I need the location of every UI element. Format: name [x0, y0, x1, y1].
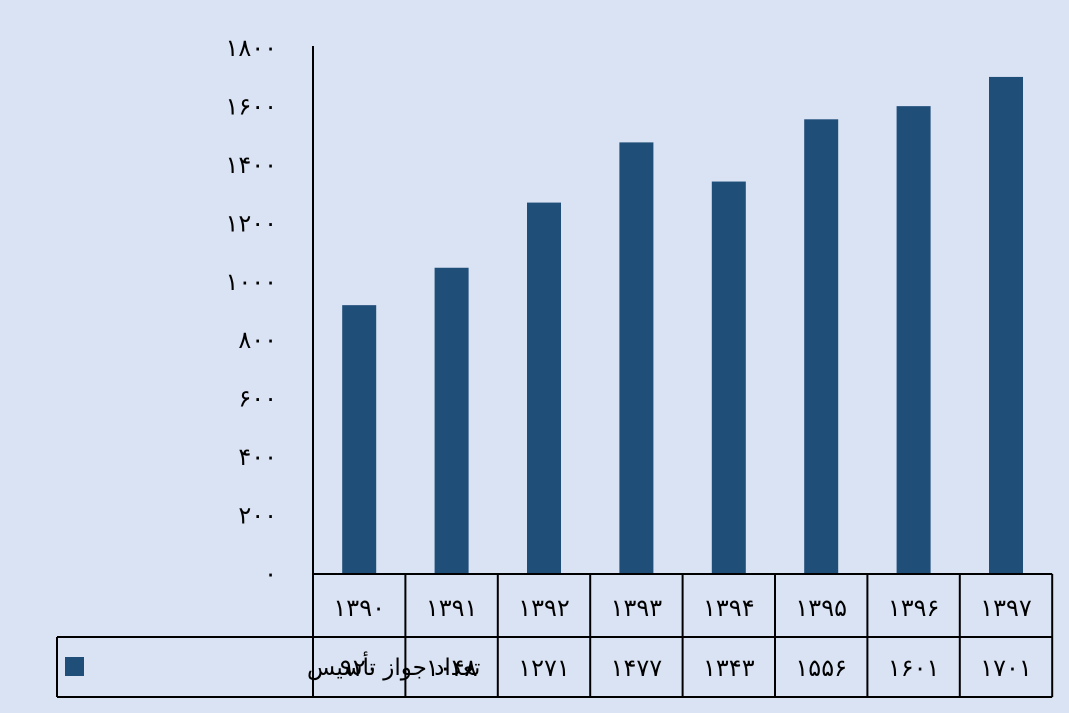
- y-tick-label: ۰: [264, 560, 277, 588]
- x-tick-label: ۱۳۹۷: [980, 594, 1032, 622]
- data-label: ۱۲۷۱: [518, 654, 570, 682]
- y-tick-label: ۲۰۰: [238, 502, 277, 530]
- y-axis: ۰ ۲۰۰ ۴۰۰ ۶۰۰ ۸۰۰ ۱۰۰۰ ۱۲۰۰ ۱۴۰۰ ۱۶۰۰ ۱۸۰۰: [225, 34, 314, 588]
- x-tick-label: ۱۳۹۱: [426, 594, 478, 622]
- y-tick-label: ۱۲۰۰: [225, 209, 277, 237]
- data-label: ۱۷۰۱: [980, 654, 1032, 682]
- data-label: ۱۵۵۶: [795, 654, 847, 682]
- y-tick-label: ۸۰۰: [238, 326, 277, 354]
- data-label: ۱۶۰۱: [888, 654, 940, 682]
- x-tick-label: ۱۳۹۴: [703, 594, 755, 622]
- y-tick-label: ۶۰۰: [238, 385, 277, 413]
- bar: [342, 305, 377, 574]
- bars: [342, 76, 1023, 575]
- y-tick-label: ۱۰۰۰: [225, 268, 277, 296]
- x-tick-label: ۱۳۹۳: [611, 594, 663, 622]
- y-tick-label: ۴۰۰: [238, 443, 277, 471]
- x-tick-label: ۱۳۹۰: [333, 594, 385, 622]
- x-tick-label: ۱۳۹۶: [888, 594, 940, 622]
- data-table: ۱۳۹۰ ۱۳۹۱ ۱۳۹۲ ۱۳۹۳ ۱۳۹۴ ۱۳۹۵ ۱۳۹۶ ۱۳۹۷ ۹۲۰ ۱۰۴۸ ۱…: [56, 573, 1054, 698]
- bar: [896, 106, 931, 574]
- y-tick-label: ۱۴۰۰: [225, 151, 277, 179]
- legend-label: تعداد جواز تأسیس: [307, 651, 480, 681]
- x-tick-label: ۱۳۹۲: [518, 594, 570, 622]
- data-label: ۱۴۷۷: [611, 654, 663, 682]
- bar: [434, 267, 469, 574]
- data-label: ۱۰۴۸: [426, 654, 478, 682]
- legend-swatch: [65, 657, 84, 676]
- y-tick-label: ۱۸۰۰: [225, 34, 277, 62]
- data-label: ۱۳۴۳: [703, 654, 755, 682]
- bar: [804, 119, 839, 575]
- bar: [989, 76, 1023, 575]
- x-tick-label: ۱۳۹۵: [795, 594, 847, 622]
- y-tick-label: ۱۶۰۰: [225, 92, 277, 120]
- bar: [527, 202, 561, 574]
- bar: [619, 142, 654, 575]
- data-label: ۹۲۰: [340, 654, 379, 682]
- bar: [711, 181, 746, 574]
